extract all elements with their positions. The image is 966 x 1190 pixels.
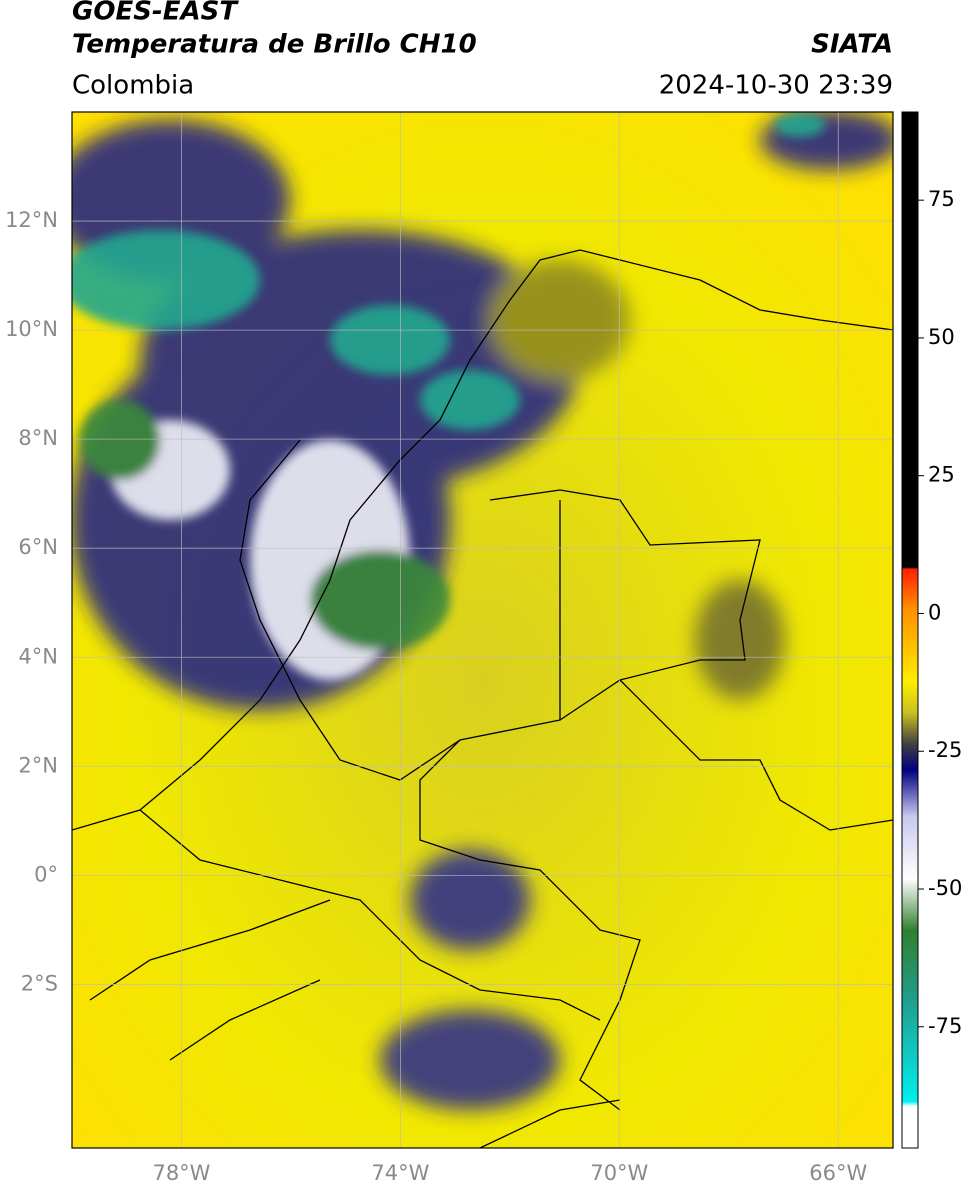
lat-tick-label: 12°N <box>5 208 58 232</box>
lat-tick-label: 6°N <box>18 535 58 559</box>
colorbar-tick-label: 25 <box>928 463 955 487</box>
lat-tick-label: 0° <box>34 862 58 886</box>
satellite-title: GOES-EAST <box>72 0 239 27</box>
lon-tick-label: 78°W <box>152 1161 210 1185</box>
datetime-label: 2024-10-30 23:39 <box>659 71 893 101</box>
borders <box>72 249 893 1148</box>
colorbar-tick-label: 50 <box>928 325 955 349</box>
map-frame <box>71 111 894 1149</box>
map-imagery <box>72 112 893 1148</box>
lon-tick-label: 70°W <box>590 1161 648 1185</box>
lat-tick-label: 2°S <box>21 971 58 995</box>
lat-tick-label: 8°N <box>18 426 58 450</box>
lat-tick-label: 10°N <box>5 317 58 341</box>
region-label: Colombia <box>72 71 194 101</box>
colorbar-tick-label: 75 <box>928 187 955 211</box>
lon-tick-label: 66°W <box>809 1161 867 1185</box>
product-title: Temperatura de Brillo CH10 <box>72 30 477 60</box>
source-label: SIATA <box>811 30 893 60</box>
colorbar-tick-label: -75 <box>928 1014 962 1038</box>
colorbar-tick-label: 0 <box>928 600 941 624</box>
colorbar-tick-label: -25 <box>928 738 962 762</box>
colorbar-tick-label: -50 <box>928 876 962 900</box>
lon-tick-label: 74°W <box>371 1161 429 1185</box>
lat-tick-label: 4°N <box>18 644 58 668</box>
lat-tick-label: 2°N <box>18 753 58 777</box>
colorbar <box>901 111 919 1149</box>
